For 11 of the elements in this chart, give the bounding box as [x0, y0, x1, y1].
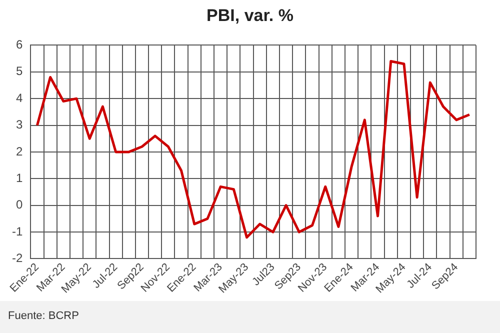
y-tick-label: -1 — [12, 224, 23, 238]
y-tick-label: 4 — [16, 90, 23, 105]
source-note: Fuente: BCRP — [7, 309, 80, 322]
y-tick-label: 1 — [16, 170, 23, 185]
y-tick-label: 2 — [16, 144, 23, 158]
y-tick-label: 0 — [16, 198, 23, 212]
y-tick-label: 5 — [16, 64, 23, 78]
y-tick-label: 6 — [16, 38, 23, 52]
y-tick-label: 3 — [16, 118, 23, 132]
y-tick-label: -2 — [12, 251, 23, 266]
chart-title: PBI, var. % — [206, 6, 294, 26]
